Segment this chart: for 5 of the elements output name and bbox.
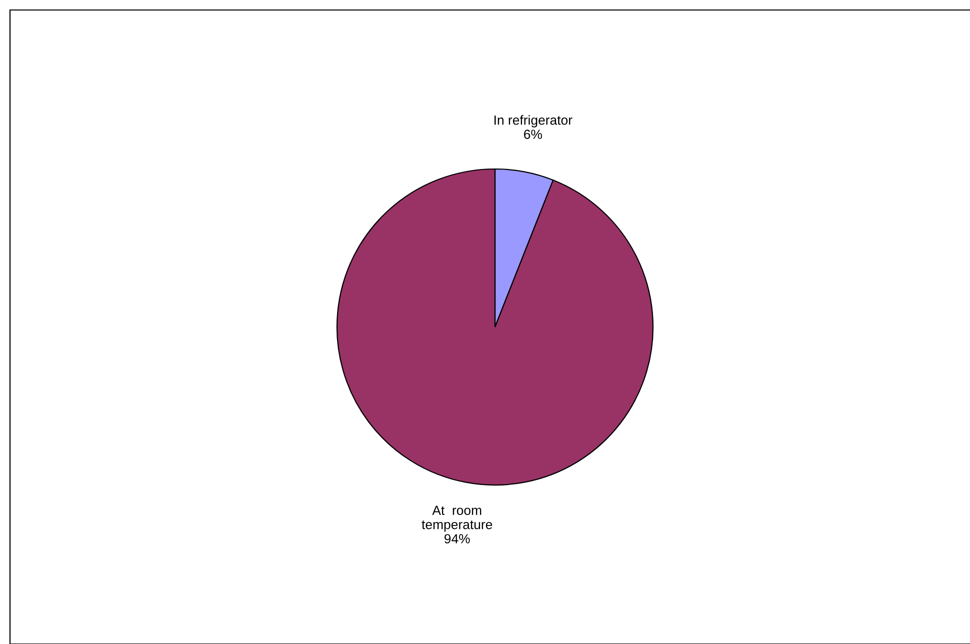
slice-label: At room temperature bbox=[422, 506, 492, 532]
data-label: 94% bbox=[444, 534, 470, 544]
slice-label: In refrigerator bbox=[494, 115, 572, 128]
data-label: 6% bbox=[524, 130, 542, 139]
pie-slice bbox=[336, 168, 654, 486]
